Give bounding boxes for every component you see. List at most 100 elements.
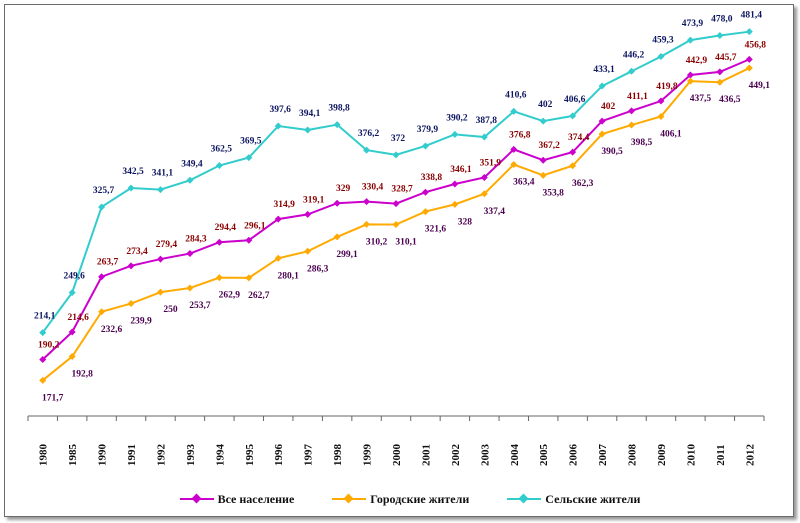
data-point <box>716 68 724 76</box>
data-point <box>628 121 636 129</box>
x-tick-label: 1998 <box>332 444 344 467</box>
data-label: 314,9 <box>274 200 296 210</box>
x-tick-label: 2005 <box>538 444 550 467</box>
data-label: 478,0 <box>711 15 733 25</box>
data-point <box>745 28 753 36</box>
data-point <box>598 82 606 90</box>
data-point <box>274 215 282 223</box>
x-tick-label: 2010 <box>685 444 697 467</box>
data-point <box>304 247 312 255</box>
data-label: 349,4 <box>181 159 203 169</box>
x-tick-label: 2012 <box>744 444 756 467</box>
data-point <box>657 112 665 120</box>
data-point <box>686 77 694 85</box>
legend-label-urban: Городские жители <box>370 491 470 506</box>
x-tick-label: 1990 <box>97 444 109 467</box>
data-point <box>745 55 753 63</box>
data-point <box>245 236 253 244</box>
data-point <box>421 142 429 150</box>
data-point <box>274 254 282 262</box>
x-tick-label: 1999 <box>362 444 374 467</box>
legend-label-rural: Сельские жители <box>545 491 641 506</box>
legend-label-all: Все население <box>217 491 295 506</box>
data-label: 436,5 <box>719 95 741 105</box>
x-tick-label: 1993 <box>185 444 197 467</box>
x-tick-label: 2002 <box>450 444 462 467</box>
data-label: 398,5 <box>631 138 653 148</box>
data-label: 232,6 <box>101 325 123 335</box>
data-label: 329 <box>336 184 351 194</box>
data-label: 171,7 <box>42 393 64 403</box>
data-point <box>127 300 135 308</box>
data-point <box>215 238 223 246</box>
data-label: 442,9 <box>686 56 708 66</box>
data-label: 437,5 <box>690 94 712 104</box>
x-tick-label: 1995 <box>244 444 256 467</box>
data-label: 342,5 <box>122 167 144 177</box>
data-label: 402 <box>601 102 616 112</box>
data-point <box>686 36 694 44</box>
data-label: 328,7 <box>391 185 413 195</box>
data-label: 250 <box>163 305 178 315</box>
data-label: 321,6 <box>425 225 447 235</box>
data-label: 410,6 <box>505 90 527 100</box>
data-label: 351,9 <box>480 158 502 168</box>
data-point <box>392 200 400 208</box>
data-point <box>569 162 577 170</box>
data-point <box>480 133 488 141</box>
data-label: 363,4 <box>513 178 535 188</box>
data-label: 387,8 <box>476 116 498 126</box>
data-label: 369,5 <box>240 137 262 147</box>
series-line <box>41 30 750 334</box>
data-label: 367,2 <box>539 141 561 151</box>
data-label: 374,4 <box>568 133 590 143</box>
data-point <box>274 122 282 130</box>
data-label: 337,4 <box>484 207 506 217</box>
data-point <box>716 78 724 86</box>
data-label: 279,4 <box>156 240 178 250</box>
x-tick-label: 2006 <box>568 444 580 467</box>
data-point <box>421 208 429 216</box>
data-label: 397,6 <box>270 105 292 115</box>
data-label: 419,8 <box>656 82 678 92</box>
x-tick-label: 1996 <box>273 444 285 467</box>
data-label: 445,7 <box>715 53 737 63</box>
data-point <box>68 328 76 336</box>
data-point <box>392 151 400 159</box>
data-point <box>127 184 135 192</box>
x-tick-label: 1980 <box>38 444 50 467</box>
data-label: 346,1 <box>450 165 472 175</box>
data-label: 299,1 <box>336 250 358 260</box>
data-point <box>480 173 488 181</box>
data-point <box>628 67 636 75</box>
data-point <box>98 308 106 316</box>
data-label: 372 <box>391 134 406 144</box>
data-label: 406,6 <box>564 95 586 105</box>
data-label: 449,1 <box>749 81 771 91</box>
data-label: 379,9 <box>417 125 439 135</box>
x-tick-label: 2007 <box>597 444 609 467</box>
data-point <box>186 176 194 184</box>
data-label: 280,1 <box>278 271 300 281</box>
x-tick-label: 2000 <box>391 444 403 467</box>
data-label: 459,3 <box>652 36 674 46</box>
x-tick-label: 1997 <box>303 444 315 467</box>
data-label: 390,2 <box>446 113 468 123</box>
x-tick-label: 2008 <box>627 444 639 467</box>
data-point <box>451 200 459 208</box>
data-point <box>186 250 194 258</box>
data-point <box>716 32 724 40</box>
chart-frame <box>4 4 794 517</box>
data-point <box>539 117 547 125</box>
data-label: 192,8 <box>71 370 93 380</box>
data-point <box>127 262 135 270</box>
data-label: 249,6 <box>63 272 85 282</box>
x-tick-label: 1985 <box>67 444 79 467</box>
data-label: 190,2 <box>38 340 60 350</box>
data-point <box>156 288 164 296</box>
data-label: 286,3 <box>307 264 329 274</box>
x-tick-label: 2004 <box>509 444 521 467</box>
data-point <box>245 274 253 282</box>
data-point <box>68 289 76 297</box>
